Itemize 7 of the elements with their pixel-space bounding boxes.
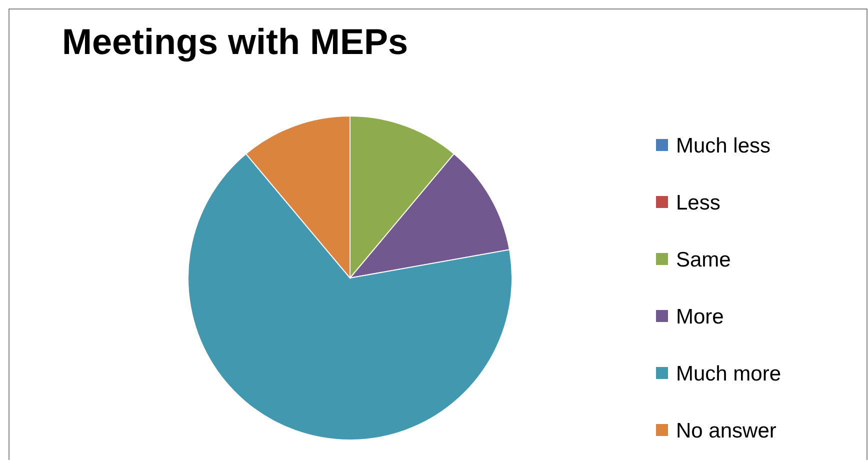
- chart-title: Meetings with MEPs: [62, 21, 408, 62]
- legend-label: More: [676, 305, 724, 328]
- legend-label: Same: [676, 248, 731, 272]
- legend-label: Much less: [676, 134, 771, 158]
- legend-label: Much more: [676, 362, 782, 386]
- legend-label: No answer: [676, 419, 776, 442]
- legend-label: Less: [676, 191, 720, 214]
